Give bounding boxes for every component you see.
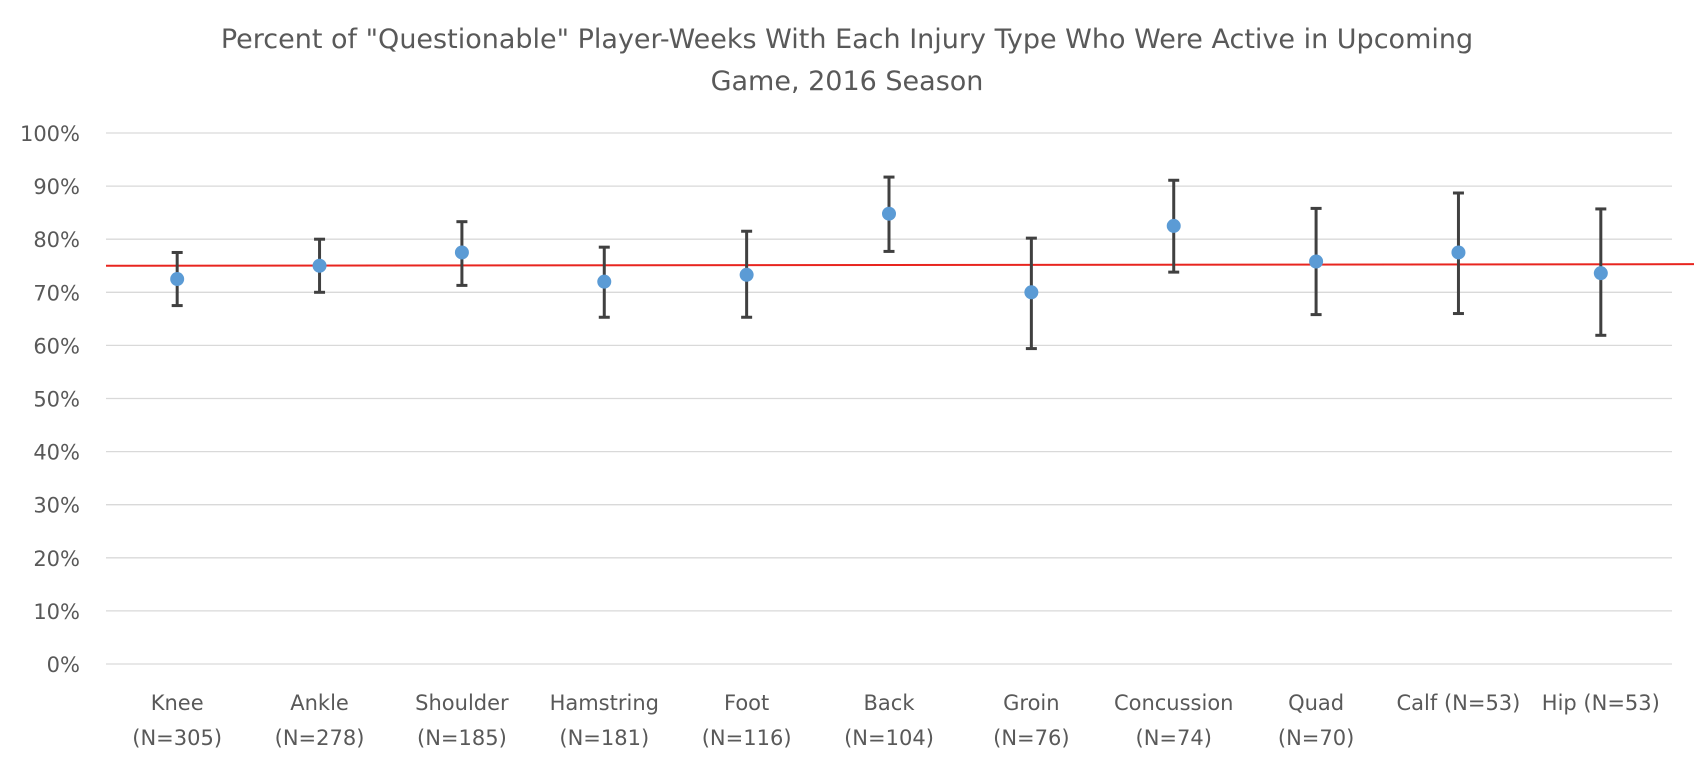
chart-title-line-1: Percent of "Questionable" Player-Weeks W…	[221, 24, 1473, 55]
x-axis-category-labels: Knee (N=305) Ankle (N=278) Shoulder (N=185) Ha…	[132, 691, 1660, 750]
chart-title-line-2: Game, 2016 Season	[711, 66, 984, 97]
data-point	[312, 258, 327, 273]
x-category-label: Foot	[724, 691, 769, 715]
x-category-count-label: (N=185)	[417, 726, 507, 750]
data-point	[1166, 218, 1181, 233]
x-category-label: Knee	[151, 691, 204, 715]
data-points	[170, 206, 1608, 300]
x-category-label: Shoulder	[415, 691, 509, 715]
y-tick-label: 30%	[33, 494, 80, 518]
data-point	[1024, 285, 1039, 300]
y-tick-label: 90%	[33, 175, 80, 199]
y-tick-label: 0%	[47, 653, 80, 677]
x-category-label: Hip (N=53)	[1542, 691, 1660, 715]
reference-line-group	[105, 263, 1694, 267]
x-category-count-label: (N=116)	[702, 726, 792, 750]
error-bars	[171, 175, 1607, 351]
x-category-count-label: (N=70)	[1278, 726, 1354, 750]
y-tick-label: 40%	[33, 441, 80, 465]
x-category-label: Ankle	[290, 691, 349, 715]
data-point	[1451, 245, 1466, 260]
x-category-label: Back	[864, 691, 916, 715]
data-point	[739, 267, 754, 282]
data-point	[170, 272, 185, 287]
x-category-count-label: (N=74)	[1136, 726, 1212, 750]
y-tick-label: 70%	[33, 281, 80, 305]
y-axis-tick-labels: 0% 10% 20% 30% 40% 50% 60% 70% 80% 90% 100%	[20, 122, 80, 677]
y-tick-label: 60%	[33, 334, 80, 358]
data-point	[1309, 254, 1324, 269]
data-point	[882, 206, 896, 221]
y-tick-label: 80%	[33, 228, 80, 252]
reference-line	[105, 263, 1694, 267]
data-point	[454, 245, 469, 260]
y-tick-label: 100%	[20, 122, 80, 146]
y-tick-label: 50%	[33, 388, 80, 412]
x-category-count-label: (N=76)	[993, 726, 1069, 750]
x-category-count-label: (N=305)	[132, 726, 222, 750]
x-category-count-label: (N=278)	[275, 726, 365, 750]
x-category-label: Calf (N=53)	[1397, 691, 1521, 715]
x-category-label: Quad	[1288, 691, 1344, 715]
x-category-count-label: (N=104)	[844, 726, 934, 750]
data-point	[597, 274, 612, 289]
data-point	[1593, 266, 1608, 281]
x-category-label: Concussion	[1114, 691, 1234, 715]
x-category-count-label: (N=181)	[559, 726, 649, 750]
x-category-label: Hamstring	[550, 691, 659, 715]
y-tick-label: 10%	[33, 600, 80, 624]
y-tick-label: 20%	[33, 547, 80, 571]
x-category-label: Groin	[1003, 691, 1059, 715]
